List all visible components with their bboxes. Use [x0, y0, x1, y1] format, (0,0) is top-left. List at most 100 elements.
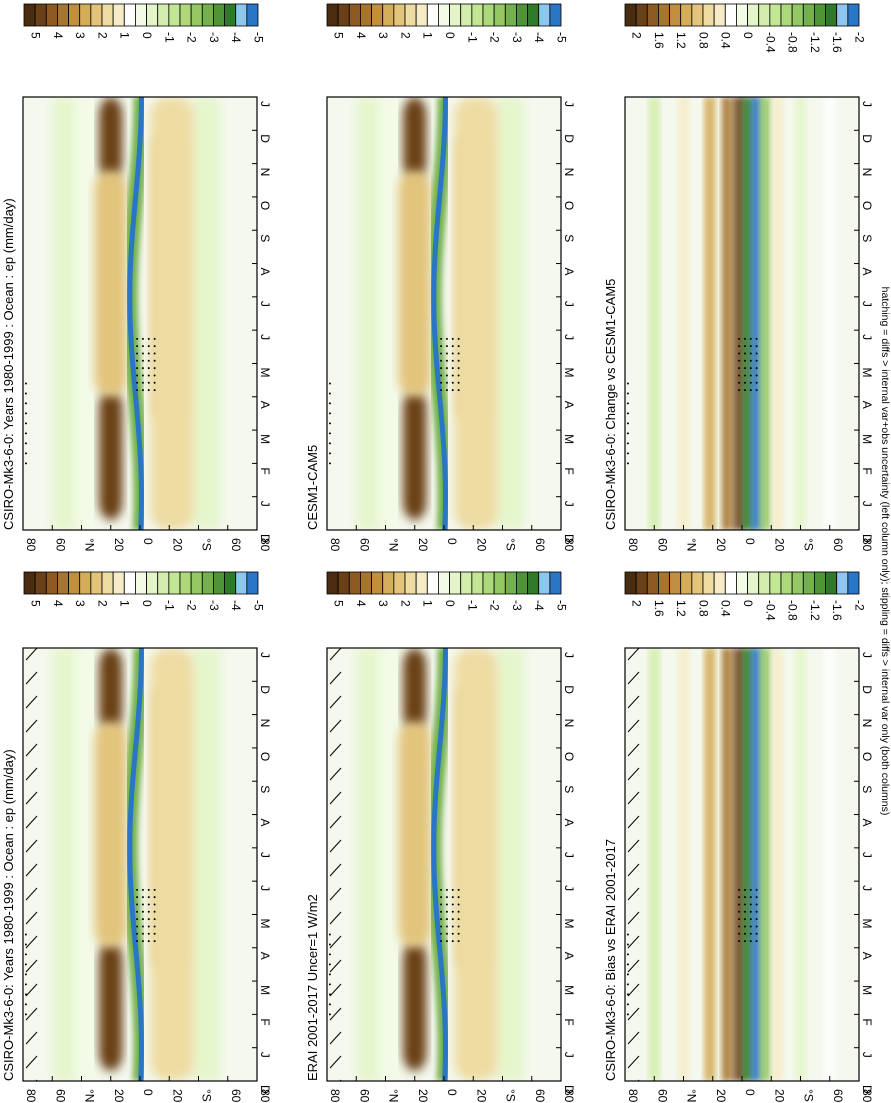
stipple-dot — [141, 932, 144, 935]
month-tick-label: J — [860, 852, 874, 858]
diff-stripe-3 — [721, 648, 734, 1081]
month-tick-label: N — [860, 168, 874, 177]
stippling — [626, 337, 758, 465]
stipple-dot — [743, 352, 746, 355]
lat-tick-label: 60 — [533, 538, 547, 552]
stipple-dot — [626, 432, 629, 435]
stipple-dot — [141, 903, 144, 906]
stipple-dot — [451, 381, 454, 384]
colorbar-label: -4 — [532, 32, 546, 43]
hatch-line — [25, 815, 38, 829]
colorbar-box — [836, 3, 849, 27]
diff-stripe-9 — [794, 97, 807, 530]
month-tick-label: F — [562, 467, 576, 474]
colorbar-label: 5 — [29, 600, 43, 607]
month-tick-label: A — [860, 268, 874, 276]
stipple-dot — [743, 359, 746, 362]
stipple-dot — [24, 422, 27, 425]
lat-tick-label: °S — [802, 1089, 816, 1102]
brown-blob-1 — [403, 97, 427, 181]
lat-tick-label: °S — [504, 538, 518, 551]
hatch-line — [329, 887, 342, 901]
colorbar-box — [460, 571, 473, 595]
stipple-dot — [445, 352, 448, 355]
hatching — [627, 648, 640, 1081]
month-tick-label: A — [562, 819, 576, 827]
stipple-dot — [445, 925, 448, 928]
stipple-dot — [328, 1013, 331, 1016]
month-tick-label: J — [860, 301, 874, 307]
stippling — [24, 337, 156, 465]
lat-tick-label: 60 — [229, 538, 243, 552]
stipple-dot — [141, 374, 144, 377]
stipple-dot — [440, 903, 443, 906]
colorbar-label: 1 — [421, 32, 435, 39]
month-tick-label: M — [562, 985, 576, 995]
hatch-line — [329, 815, 342, 829]
brown-blob-0 — [403, 390, 427, 521]
month-tick-label: J — [258, 1052, 272, 1058]
hatch-line — [329, 983, 342, 997]
stipple-dot — [457, 389, 460, 392]
stipple-dot — [445, 918, 448, 921]
stipple-dot — [457, 345, 460, 348]
stipple-dot — [445, 932, 448, 935]
stipple-dot — [743, 389, 746, 392]
month-tick-label: A — [562, 268, 576, 276]
colorbar-p3: 5 4 3 2 1 0 -1 -2 -3 -4 -5 — [326, 571, 568, 611]
colorbar-box — [504, 3, 517, 27]
colorbar-box — [179, 571, 192, 595]
colorbar-label: 5 — [332, 32, 346, 39]
month-tick-label: J — [860, 501, 874, 507]
hatch-line — [25, 1007, 38, 1021]
stipple-dot — [328, 412, 331, 415]
colorbar-label: -1 — [162, 32, 176, 43]
colorbar-label: 1.6 — [652, 600, 666, 617]
stippling — [24, 888, 156, 1016]
colorbar-box — [235, 571, 248, 595]
colorbar-label: 3 — [73, 600, 87, 607]
lat-tick-label: 60 — [229, 1089, 243, 1103]
stipple-dot — [141, 389, 144, 392]
stipple-dot — [440, 888, 443, 891]
stipple-dot — [743, 337, 746, 340]
hatch-line — [329, 1055, 342, 1069]
lat-tick-label: °N — [685, 1089, 699, 1102]
stipple-dot — [445, 359, 448, 362]
month-tick-label: S — [860, 785, 874, 793]
lat-tick-label: 60 — [357, 1089, 371, 1103]
stipple-dot — [738, 345, 741, 348]
stipple-dot — [440, 352, 443, 355]
colorbar-label: -4 — [229, 32, 243, 43]
hatching — [25, 648, 38, 1081]
month-tick-label: F — [562, 1018, 576, 1025]
lat-tick-label: °N — [387, 1089, 401, 1102]
colorbar-box — [791, 571, 804, 595]
month-tick-label: D — [562, 534, 576, 543]
stipple-dot — [451, 367, 454, 370]
hatch-line — [25, 983, 38, 997]
stipple-dot — [626, 442, 629, 445]
colorbar-box — [758, 3, 771, 27]
hatch-line — [25, 959, 38, 973]
colorbar-box — [404, 3, 417, 27]
month-tick-label: D — [860, 1085, 874, 1094]
colorbar-box — [68, 3, 81, 27]
brown-blob-0 — [99, 390, 123, 521]
stipple-dot — [153, 888, 156, 891]
colorbar-label: 0 — [741, 32, 755, 39]
stipple-dot — [440, 381, 443, 384]
stipple-dot — [328, 422, 331, 425]
stipple-dot — [136, 374, 139, 377]
month-tick-label: J — [860, 101, 874, 107]
month-tick-label: D — [258, 534, 272, 543]
colorbar-box — [168, 3, 181, 27]
hatch-line — [627, 863, 640, 877]
lat-tick-label: °S — [802, 538, 816, 551]
lat-tick-label: 80 — [258, 1089, 272, 1103]
stipple-dot — [738, 367, 741, 370]
stipple-dot — [141, 345, 144, 348]
stipple-dot — [738, 940, 741, 943]
colorbar-box — [135, 571, 147, 595]
stipple-dot — [147, 374, 150, 377]
